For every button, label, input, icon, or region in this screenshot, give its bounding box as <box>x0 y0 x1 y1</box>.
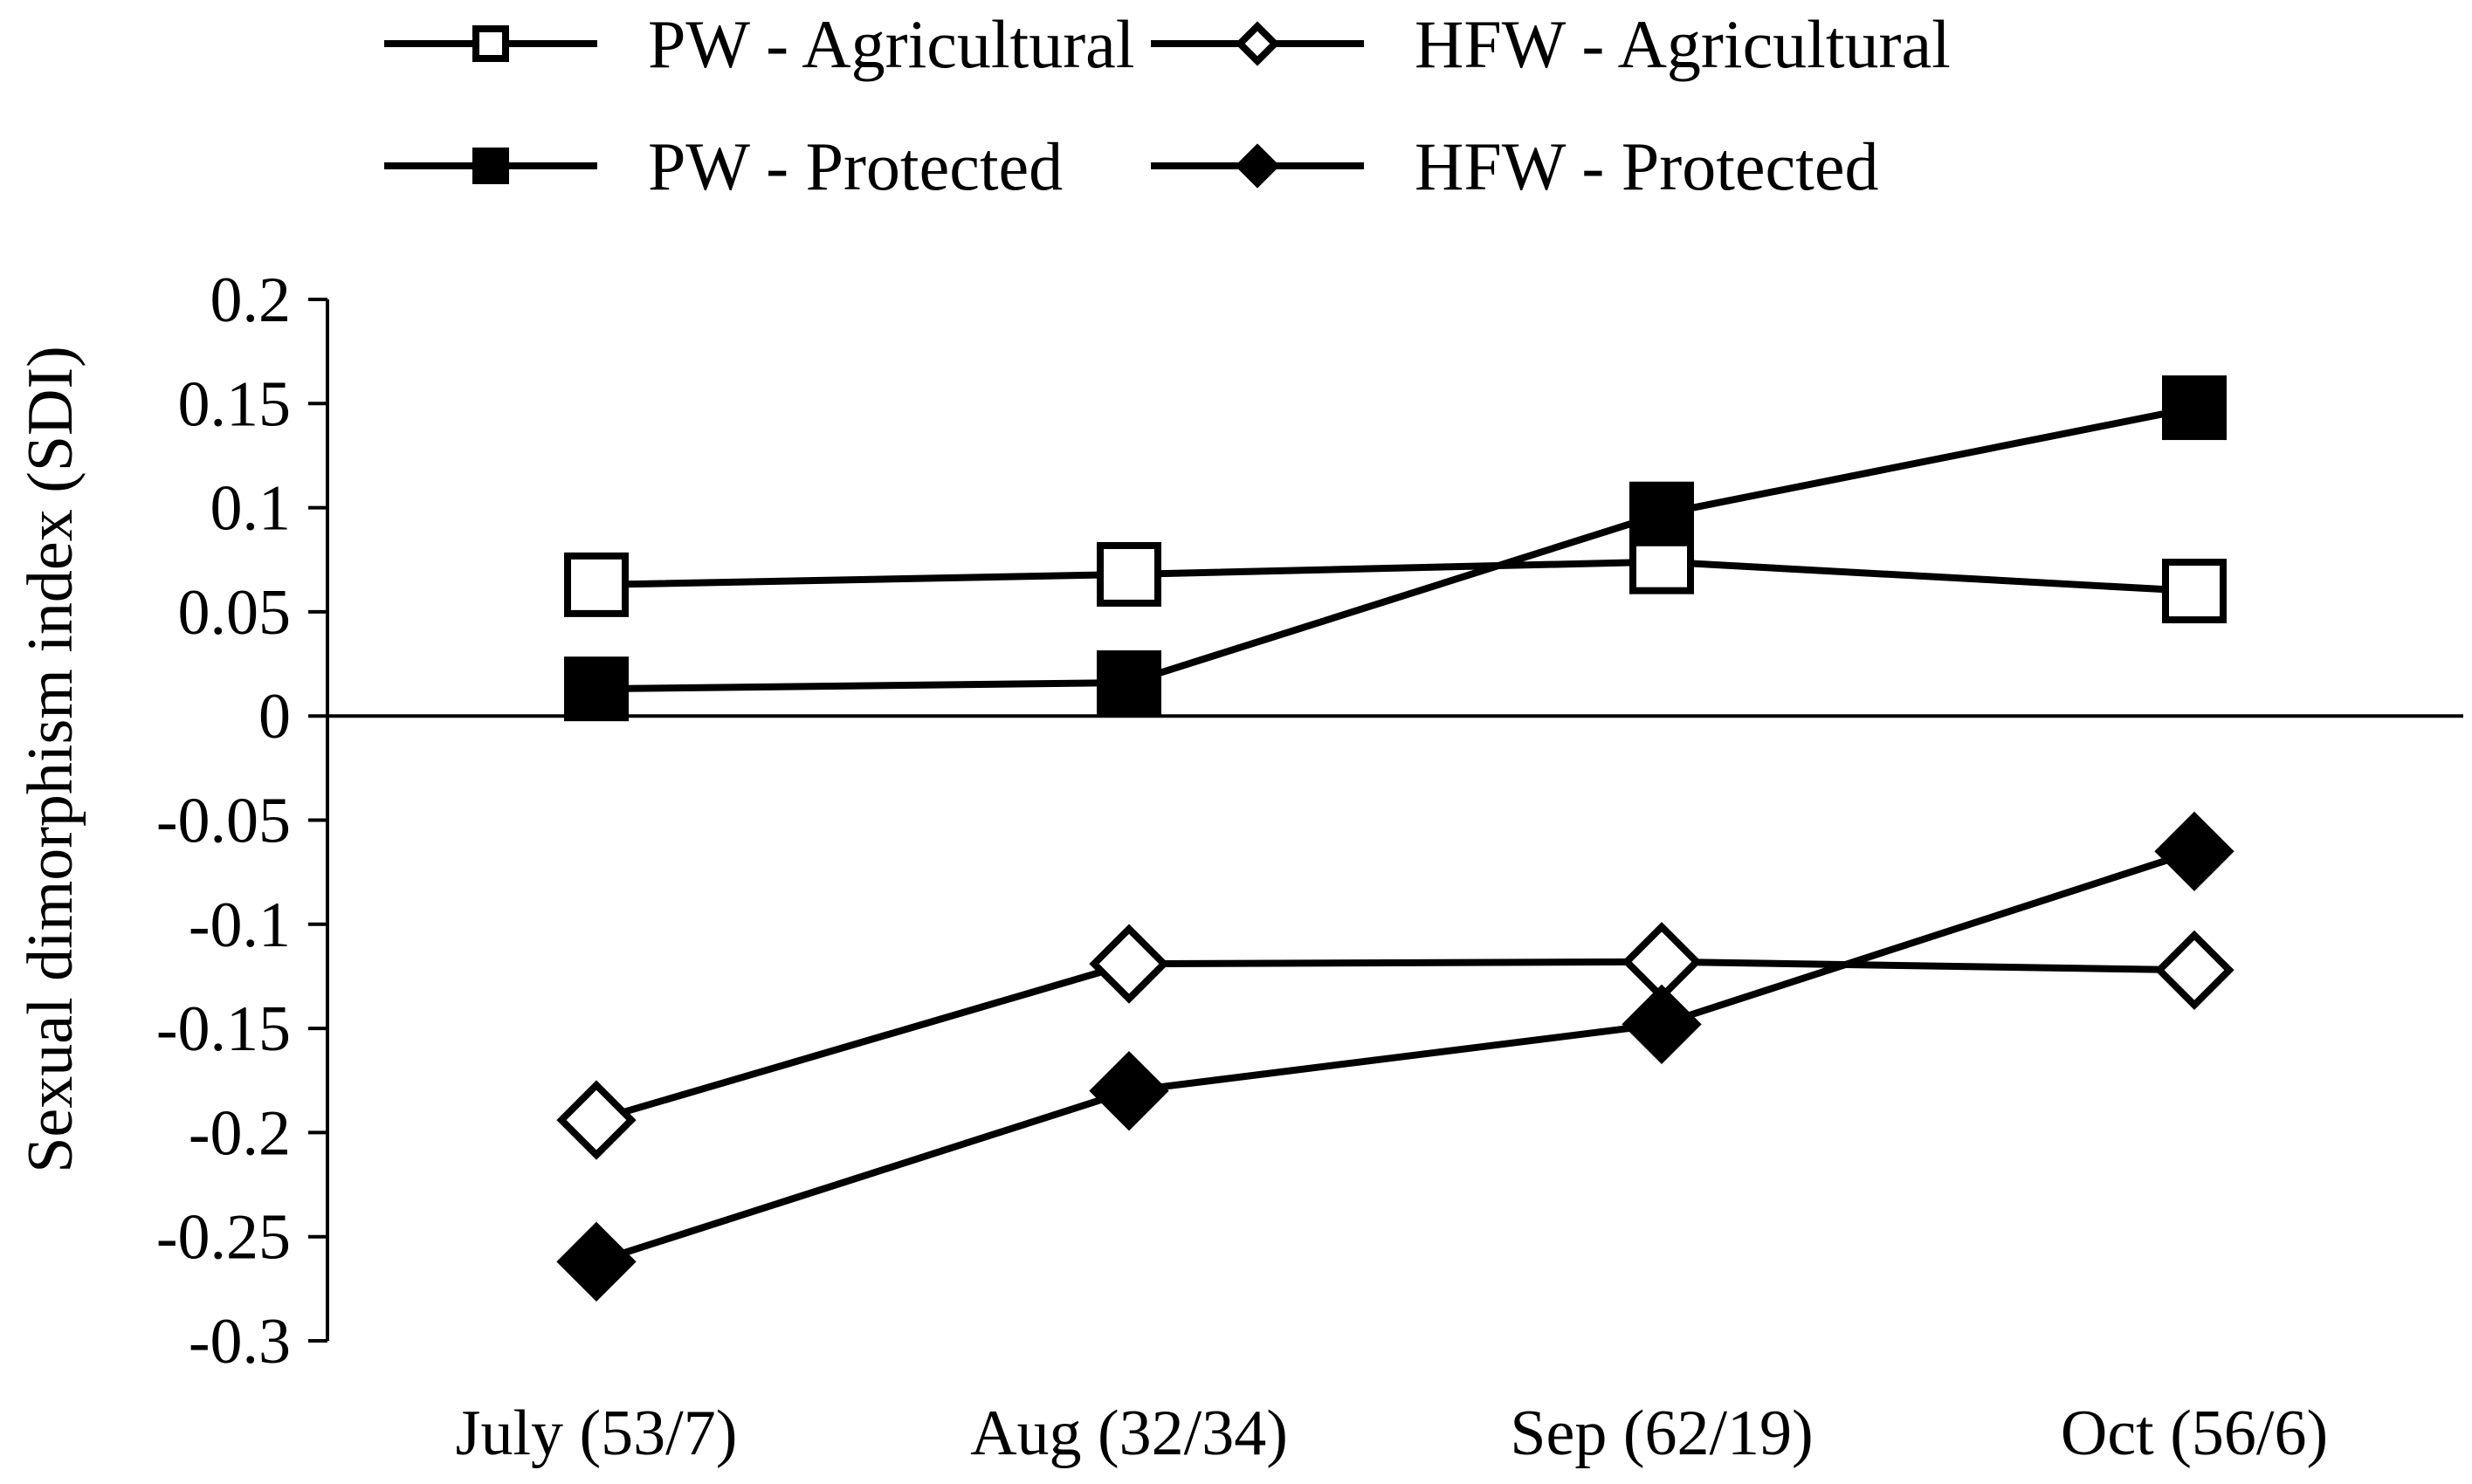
data-point-hfw-protected <box>2154 811 2234 891</box>
legend-item-pw-agricultural: PW - Agricultural <box>384 6 1134 82</box>
x-category-label: July (53/7) <box>456 1398 738 1469</box>
legend-label: HFW - Protected <box>1415 128 1878 204</box>
data-point-hfw-protected <box>1089 1051 1169 1131</box>
series-line-pw-protected <box>596 404 2195 693</box>
data-point-hfw-agricultural <box>2154 930 2234 1010</box>
legend-item-hfw-protected: HFW - Protected <box>1151 128 1878 204</box>
y-tick-label: -0.25 <box>156 1202 291 1274</box>
y-tick-label: 0.05 <box>178 577 292 649</box>
x-category-label: Sep (62/19) <box>1510 1398 1813 1469</box>
legend-item-hfw-agricultural: HFW - Agricultural <box>1151 6 1951 82</box>
chart-axes <box>326 299 2463 1341</box>
y-tick-label: -0.1 <box>189 890 291 961</box>
legend-label: PW - Agricultural <box>648 6 1134 82</box>
series-lines <box>595 404 2196 1266</box>
y-tick-label: 0.1 <box>210 473 292 545</box>
data-point-pw-protected <box>1097 650 1161 716</box>
legend-label: PW - Protected <box>648 128 1063 204</box>
data-point-hfw-protected <box>556 1221 637 1302</box>
data-point-pw-protected <box>1629 481 1694 546</box>
legend-item-pw-protected: PW - Protected <box>384 128 1063 204</box>
data-point-hfw-agricultural <box>556 1080 637 1160</box>
series-line-hfw-protected <box>595 848 2196 1266</box>
series-markers <box>556 375 2234 1302</box>
chart-legend: PW - Agricultural HFW - Agricultural PW - … <box>384 6 1951 204</box>
y-tick-label: -0.2 <box>189 1097 291 1169</box>
y-tick-label: 0.15 <box>178 368 292 440</box>
y-axis-title: Sexual dimorphism index (SDI) <box>15 346 86 1173</box>
x-category-label: Oct (56/6) <box>2061 1398 2328 1469</box>
x-axis-categories: July (53/7) Aug (32/34) Sep (62/19) Oct (56… <box>456 1398 2328 1469</box>
series-line-hfw-agricultural <box>595 958 2195 1123</box>
data-point-pw-protected <box>564 656 629 722</box>
data-point-hfw-protected <box>1622 984 1702 1064</box>
y-tick-label: -0.15 <box>156 993 291 1065</box>
data-point-pw-protected <box>2162 375 2227 441</box>
data-point-hfw-agricultural <box>1089 924 1169 1004</box>
legend-marker-square <box>472 148 509 184</box>
legend-label: HFW - Agricultural <box>1415 6 1951 82</box>
legend-marker-diamond <box>1235 143 1280 189</box>
data-point-pw-agricultural <box>1097 541 1161 607</box>
y-tick-label: -0.3 <box>189 1306 291 1378</box>
y-tick-label: 0.2 <box>210 265 292 336</box>
y-axis-ticks: 0.2 0.15 0.1 0.05 0 -0.05 -0.1 -0.15 -0.2 -0.25 -0… <box>156 265 327 1378</box>
y-tick-label: 0 <box>258 681 291 752</box>
x-category-label: Aug (32/34) <box>970 1398 1288 1469</box>
data-point-pw-agricultural <box>2162 559 2227 624</box>
data-point-pw-agricultural <box>564 552 629 617</box>
y-tick-label: -0.05 <box>156 786 291 857</box>
series-line-pw-agricultural <box>596 558 2195 595</box>
legend-marker-diamond <box>1235 21 1280 66</box>
legend-marker-square <box>472 25 509 62</box>
